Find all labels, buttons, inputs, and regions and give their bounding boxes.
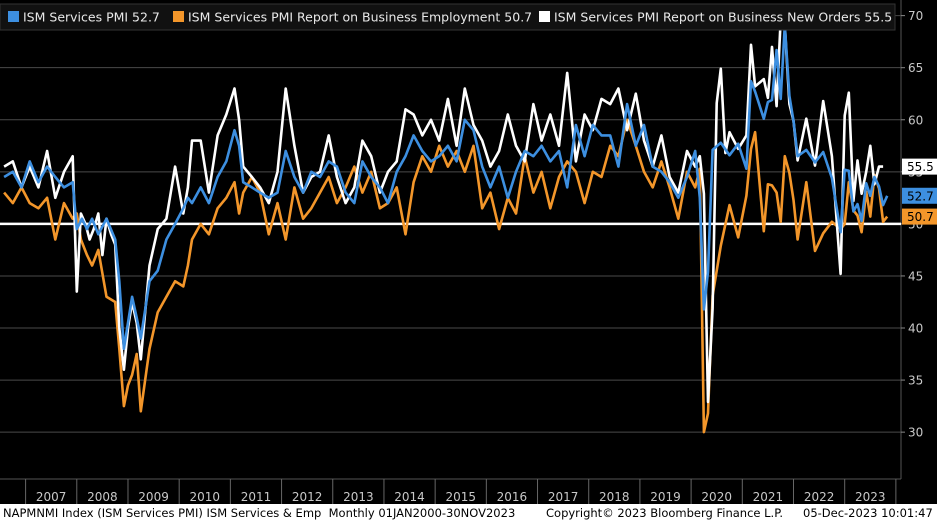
y-tick-label-60: 60 [908,113,923,127]
x-tick-label-2014: 2014 [394,490,425,504]
last-value-badge-employment [902,208,937,225]
last-value-text-employment: 50.7 [907,210,934,224]
x-tick-label-2017: 2017 [548,490,579,504]
series-line-ism-services-pmi [3,23,889,351]
footer-copyright: Copyright© 2023 Bloomberg Finance L.P. [546,506,783,520]
footer-timestamp: 05-Dec-2023 10:01:47 [803,506,933,520]
footer-ticker-description: NAPMNMI Index (ISM Services PMI) ISM Ser… [3,506,516,520]
legend-swatch-employment [173,11,184,22]
x-tick-label-2010: 2010 [189,490,220,504]
x-tick-label-2020: 2020 [701,490,732,504]
last-value-text-new-orders: 55.5 [907,160,934,174]
x-tick-label-2009: 2009 [138,490,169,504]
x-tick-label-2023: 2023 [855,490,886,504]
y-tick-label-70: 70 [908,9,923,23]
x-axis: 2007 2008 2009 2010 2011 2012 2013 2014 2015 2016… [25,479,897,504]
legend-entry-new-orders: ISM Services PMI Report on Business New … [554,10,892,25]
x-tick-label-2011: 2011 [241,490,272,504]
x-tick-label-2012: 2012 [292,490,323,504]
x-tick-label-2018: 2018 [599,490,630,504]
x-tick-label-2016: 2016 [497,490,528,504]
last-value-badge-new-orders [902,158,937,175]
legend-entry-employment: ISM Services PMI Report on Business Empl… [188,10,532,25]
series-line-employment [3,118,889,434]
last-value-badge-ism-services-pmi [902,187,937,204]
y-tick-label-65: 65 [908,61,923,75]
last-value-labels: 52.7 50.7 55.5 [902,158,937,225]
legend-entry-ism-services-pmi: ISM Services PMI 52.7 [23,10,160,25]
x-tick-label-2019: 2019 [650,490,681,504]
x-tick-label-2021: 2021 [753,490,784,504]
legend-swatch-new-orders [539,11,550,22]
x-tick-label-2013: 2013 [343,490,374,504]
y-tick-label-30: 30 [908,426,923,440]
x-tick-label-2007: 2007 [36,490,67,504]
x-tick-label-2022: 2022 [804,490,835,504]
footer-bar: NAPMNMI Index (ISM Services PMI) ISM Ser… [0,504,937,523]
x-tick-label-2015: 2015 [445,490,476,504]
legend-swatch-ism-services-pmi [8,11,19,22]
last-value-text-ism-services-pmi: 52.7 [907,189,934,203]
y-tick-label-40: 40 [908,322,923,336]
chart-background [0,0,937,504]
series-group [3,17,889,434]
legend: ISM Services PMI 52.7 ISM Services PMI Re… [0,3,896,31]
x-tick-label-2008: 2008 [87,490,118,504]
y-tick-label-35: 35 [908,374,923,388]
chart: 303540455055606570 200720082009201020112… [0,0,937,504]
y-tick-label-45: 45 [908,269,923,283]
legend-box [0,3,896,31]
